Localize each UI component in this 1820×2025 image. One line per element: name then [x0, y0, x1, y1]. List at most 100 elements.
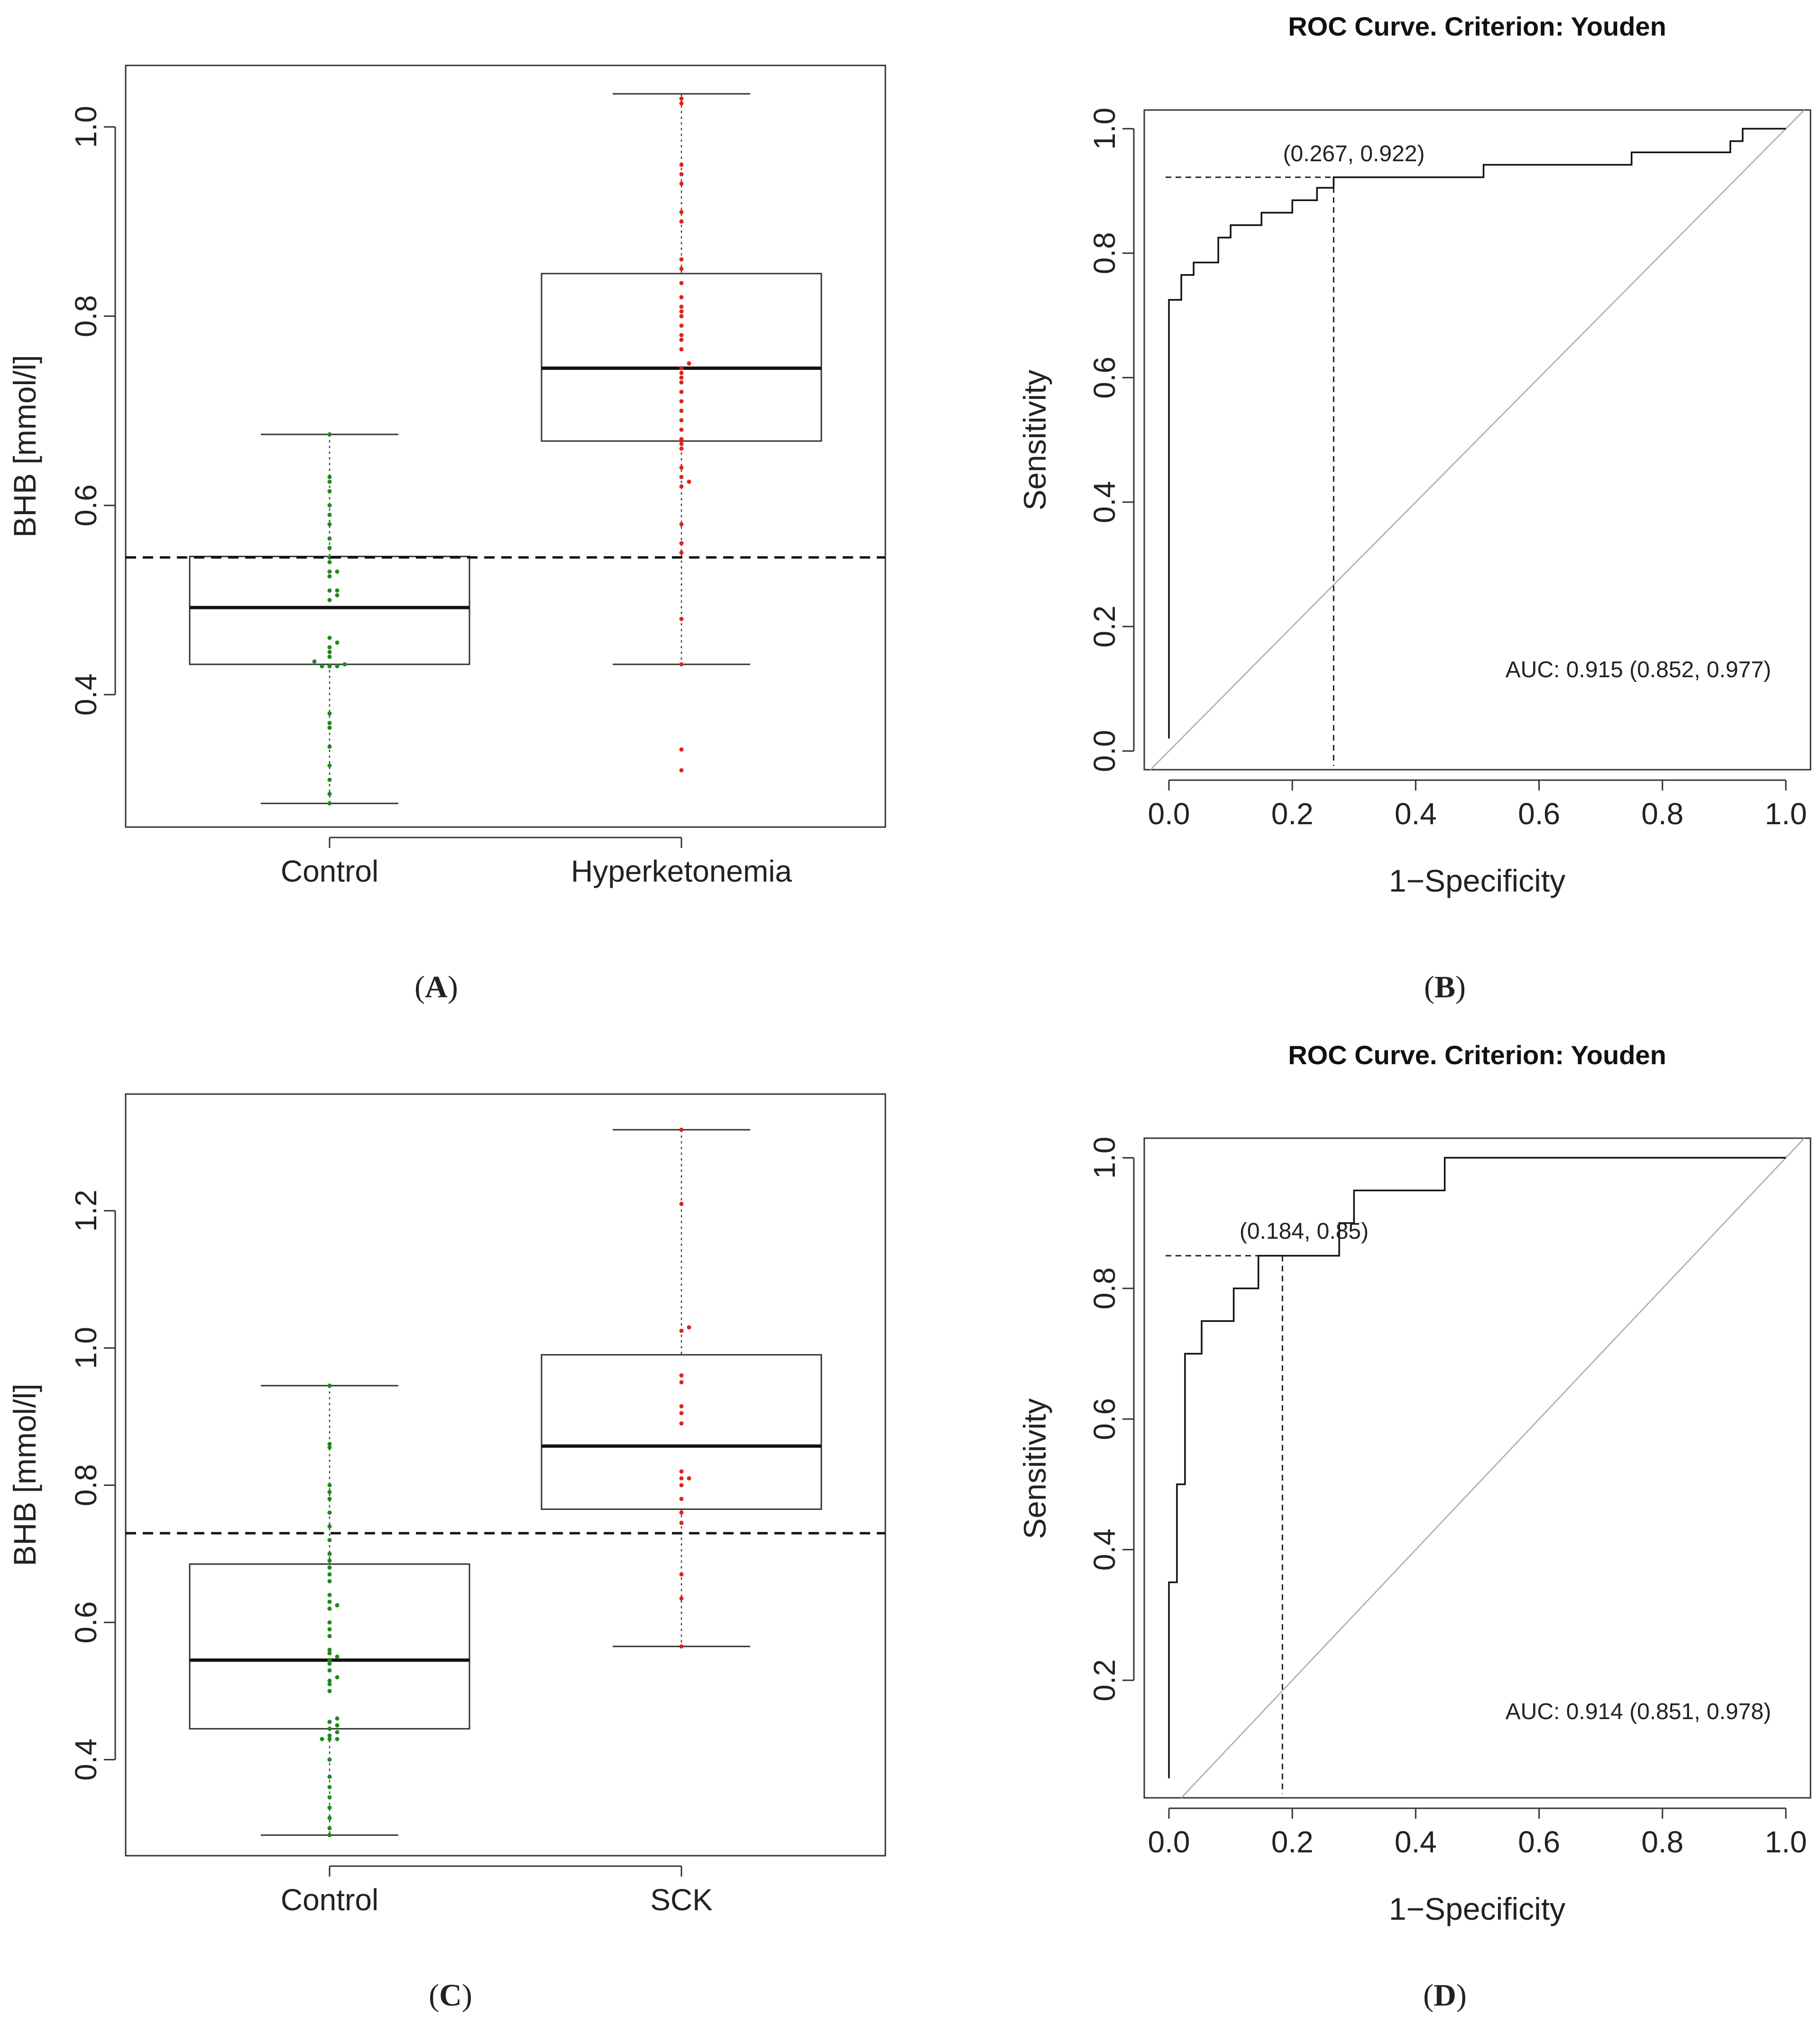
panel-a-data-point: [679, 465, 684, 470]
panel-a-data-point: [327, 432, 332, 437]
panel-a-x-tick-label: Control: [281, 854, 378, 888]
panel-c-data-point: [327, 1572, 332, 1577]
panel-a-data-point: [679, 304, 684, 309]
panel-a-data-point: [679, 219, 684, 224]
panel-a-data-point: [327, 763, 332, 768]
panel-a-y-tick-label: 0.4: [69, 673, 103, 716]
panel-b-optimal-label: (0.267, 0.922): [1283, 141, 1425, 166]
panel-c-data-point: [327, 1627, 332, 1632]
panel-a-data-point: [679, 768, 684, 773]
panel-d-caption: (D): [1423, 1978, 1467, 2013]
panel-d-roc-curve: [1168, 1157, 1786, 1778]
panel-a-data-point: [679, 338, 684, 342]
panel-d-x-tick-label: 0.8: [1641, 1825, 1683, 1859]
panel-c-data-point: [327, 1668, 332, 1673]
panel-c-data-point: [327, 1592, 332, 1597]
panel-c-data-point: [327, 1606, 332, 1611]
panel-d-x-axis-label: 1−Specificity: [1389, 1891, 1565, 1926]
panel-d-x-tick-label: 1.0: [1765, 1825, 1807, 1859]
panel-a-data-point: [679, 484, 684, 489]
panel-a-data-point: [679, 662, 684, 667]
panel-c-data-point: [327, 1600, 332, 1604]
panel-a-data-point: [679, 747, 684, 752]
panel-a-boxplot: 0.4 0.6 0.8 1.0 Control Hyperketonemia BHB [m…: [7, 64, 886, 888]
panel-a-caption: (A): [414, 970, 458, 1004]
panel-a-data-point: [679, 475, 684, 479]
panel-a-data-point: [679, 314, 684, 319]
panel-a-data-point: [679, 375, 684, 380]
panel-c-data-point: [327, 1510, 332, 1515]
panel-c-data-point: [327, 1442, 332, 1446]
panel-a-data-point: [679, 370, 684, 375]
panel-a-data-point: [327, 711, 332, 716]
panel-a-data-point: [679, 366, 684, 370]
panel-b-y-tick-label: 0.0: [1087, 730, 1121, 772]
panel-c-data-point: [327, 1795, 332, 1800]
panel-a-data-point: [679, 101, 684, 106]
panel-c-data-point: [335, 1730, 340, 1735]
panel-b-x-tick-label: 0.6: [1518, 797, 1560, 831]
panel-c-data-point: [327, 1833, 332, 1838]
panel-d-roc: ROC Curve. Criterion: Youden 0.0 0.2 0.4 0.…: [1017, 1040, 1811, 1926]
panel-d-x-tick-label: 0.2: [1271, 1825, 1314, 1859]
panel-d-x-tick-label: 0.6: [1518, 1825, 1560, 1859]
panel-d-y-tick-label: 0.2: [1087, 1659, 1121, 1702]
panel-c-marks: 0.4 0.6 0.8 1.0 1.2 Control SCK: [69, 1127, 885, 1917]
panel-c-data-point: [679, 1411, 684, 1416]
panel-c-y-tick-label: 0.6: [69, 1602, 103, 1644]
panel-d-y-tick-label: 0.8: [1087, 1267, 1121, 1309]
panel-c-data-point: [327, 1785, 332, 1789]
panel-c-caption: (C): [429, 1978, 472, 2013]
panel-c-data-point: [679, 1596, 684, 1601]
panel-c-data-point: [679, 1404, 684, 1408]
panel-a-data-point: [679, 380, 684, 385]
panel-a-data-point: [679, 210, 684, 214]
panel-c-data-point: [327, 1634, 332, 1638]
panel-a-data-point: [327, 560, 332, 564]
panel-a-data-point: [327, 569, 332, 574]
panel-a-data-point: [327, 588, 332, 593]
panel-c-data-point: [687, 1476, 691, 1481]
panel-a-data-point: [327, 489, 332, 494]
panel-a-data-point: [327, 635, 332, 640]
panel-c-data-point: [327, 1383, 332, 1388]
panel-c-data-point: [335, 1737, 340, 1741]
panel-c-data-point: [679, 1476, 684, 1481]
panel-b-y-tick-label: 0.2: [1087, 606, 1121, 648]
panel-b-roc: ROC Curve. Criterion: Youden 0.0 0.2 0.4 0.…: [1017, 11, 1811, 898]
panel-a-x-tick-label: Hyperketonemia: [571, 854, 792, 888]
panel-d-x-tick-label: 0.0: [1148, 1825, 1190, 1859]
panel-a-y-tick-label: 1.0: [69, 106, 103, 148]
panel-a-y-axis-label: BHB [mmol/l]: [7, 355, 42, 537]
panel-a-data-point: [679, 333, 684, 338]
panel-a-data-point: [342, 662, 347, 667]
panel-c-data-point: [327, 1579, 332, 1583]
panel-b-title: ROC Curve. Criterion: Youden: [1288, 11, 1666, 41]
panel-c-y-tick-label: 1.2: [69, 1189, 103, 1232]
panel-c-data-point: [679, 1127, 684, 1132]
panel-b-y-tick-label: 0.6: [1087, 357, 1121, 399]
panel-a-data-point: [679, 408, 684, 413]
panel-c-x-tick-label: Control: [281, 1883, 378, 1917]
panel-a-marks: 0.4 0.6 0.8 1.0 Control Hyperketonemia: [69, 93, 885, 888]
panel-c-data-point: [335, 1675, 340, 1680]
panel-a-data-point: [679, 427, 684, 432]
panel-b-y-tick-label: 0.4: [1087, 481, 1121, 523]
panel-a-y-tick-label: 0.8: [69, 295, 103, 337]
panel-a-data-point: [327, 479, 332, 484]
panel-a-data-point: [679, 267, 684, 271]
panel-a-data-point: [679, 399, 684, 404]
panel-d-optimal-label: (0.184, 0.85): [1240, 1219, 1369, 1244]
panel-c-data-point: [327, 1682, 332, 1686]
panel-d-x-tick-label: 0.4: [1395, 1825, 1437, 1859]
panel-c-data-point: [327, 1757, 332, 1762]
panel-d-y-axis-label: Sensitivity: [1017, 1398, 1052, 1539]
panel-b-y-tick-label: 1.0: [1087, 108, 1121, 150]
panel-a-data-point: [327, 792, 332, 796]
panel-a-data-point: [327, 645, 332, 650]
panel-c-plot-frame: [125, 1093, 886, 1857]
panel-a-data-point: [327, 654, 332, 659]
panel-c-data-point: [679, 1469, 684, 1474]
